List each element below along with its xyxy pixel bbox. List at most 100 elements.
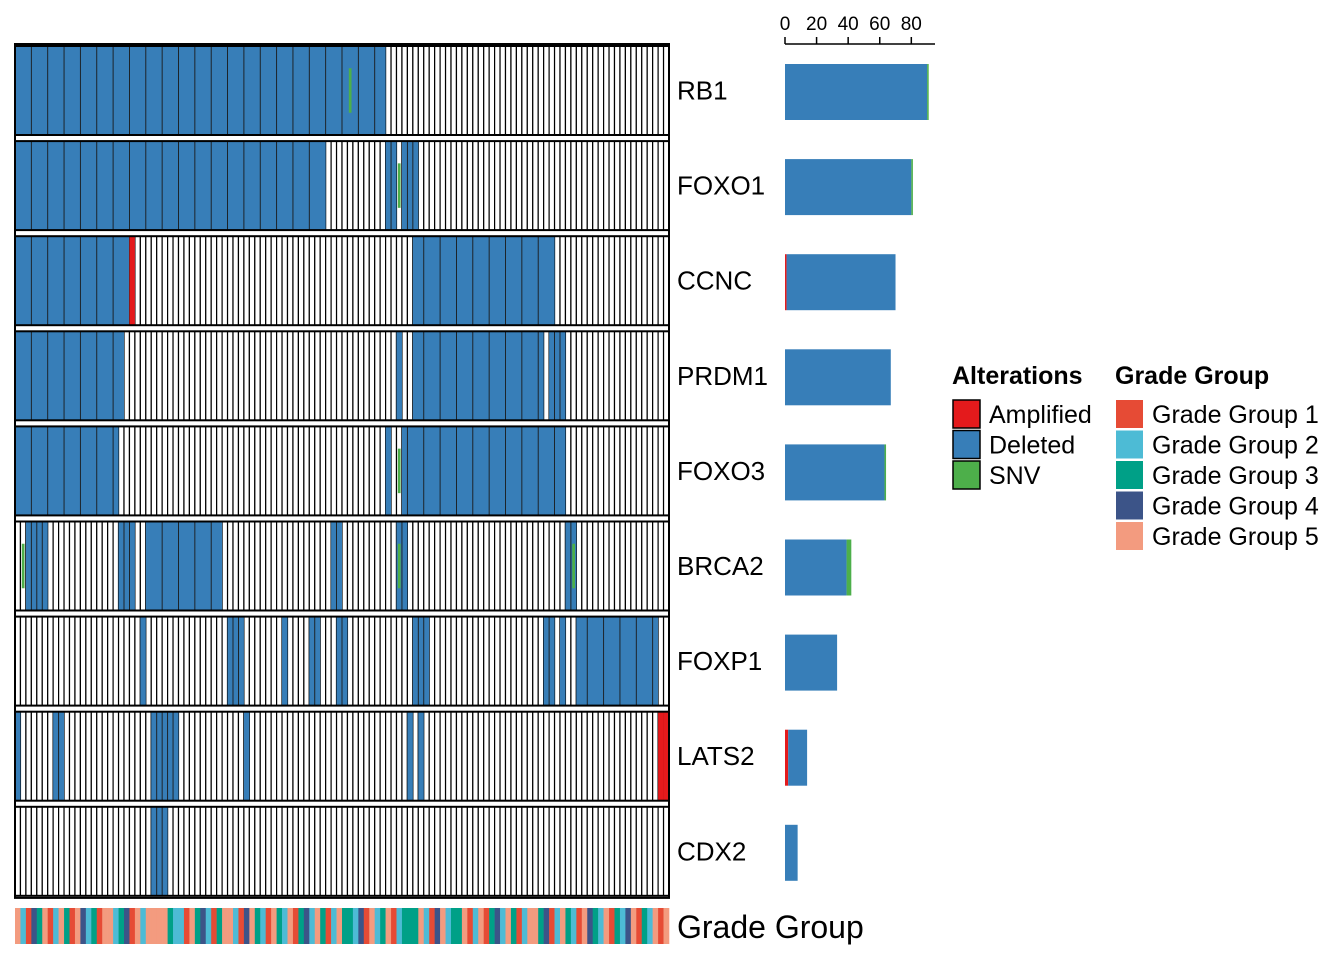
cell-foxo3-22 bbox=[134, 425, 141, 516]
grade-cell-17 bbox=[107, 908, 114, 944]
cell-foxp1-53 bbox=[303, 615, 310, 707]
grade-cell-104 bbox=[581, 908, 588, 944]
cell-cdx2-64 bbox=[363, 806, 370, 897]
cell-brca2-16 bbox=[101, 520, 109, 612]
cell-rb1-113 bbox=[630, 45, 637, 136]
cell-foxo3-27 bbox=[161, 425, 169, 516]
cell-prdm1-61 bbox=[346, 330, 354, 421]
cell-cdx2-14 bbox=[90, 806, 98, 897]
cell-cdx2-94 bbox=[526, 806, 534, 897]
oncoprint-row-prdm1 bbox=[14, 330, 670, 422]
cell-lats2-38 bbox=[221, 711, 229, 802]
grade-cell-66 bbox=[374, 908, 381, 944]
cell-brca2-95 bbox=[532, 520, 539, 612]
cell-foxo1-109 bbox=[608, 140, 616, 231]
cell-rb1-73 bbox=[412, 45, 419, 136]
cell-ccnc-71 bbox=[401, 235, 409, 326]
cell-prdm1-118 bbox=[657, 330, 665, 421]
cell-foxp1-22 bbox=[134, 615, 141, 707]
cell-lats2-18 bbox=[112, 711, 120, 802]
cell-brca2-60 bbox=[341, 520, 349, 612]
deleted-block-foxo3-1 bbox=[385, 426, 392, 516]
cell-brca2-72 bbox=[406, 520, 414, 612]
cell-lats2-52 bbox=[297, 711, 305, 802]
cell-foxo1-75 bbox=[423, 140, 430, 231]
grade-cell-84 bbox=[472, 908, 479, 944]
cell-prdm1-27 bbox=[161, 330, 169, 421]
cell-prdm1-47 bbox=[270, 330, 278, 421]
cell-ccnc-50 bbox=[286, 235, 294, 326]
grade-cell-22 bbox=[134, 908, 141, 944]
cell-prdm1-26 bbox=[156, 330, 163, 421]
grade-cell-28 bbox=[167, 908, 174, 944]
cell-rb1-110 bbox=[613, 45, 621, 136]
cell-brca2-115 bbox=[641, 520, 648, 612]
cell-cdx2-76 bbox=[428, 806, 436, 897]
grade-cell-107 bbox=[598, 908, 604, 944]
grade-cell-48 bbox=[276, 908, 283, 944]
grade-cell-35 bbox=[205, 908, 212, 944]
cell-prdm1-115 bbox=[641, 330, 648, 421]
gene-label-foxp1: FOXP1 bbox=[677, 646, 762, 676]
cell-brca2-54 bbox=[308, 520, 316, 612]
cell-foxo1-96 bbox=[537, 140, 545, 231]
cell-ccnc-48 bbox=[276, 235, 283, 326]
cell-lats2-24 bbox=[145, 711, 152, 802]
snv-mark-foxo3-70 bbox=[397, 448, 401, 494]
gene-label-cdx2: CDX2 bbox=[677, 836, 746, 866]
grade-cell-113 bbox=[630, 908, 637, 944]
cell-prdm1-36 bbox=[210, 330, 218, 421]
gene-label-foxo1: FOXO1 bbox=[677, 171, 765, 201]
cell-rb1-84 bbox=[472, 45, 479, 136]
grade-cell-37 bbox=[216, 908, 223, 944]
cell-ccnc-53 bbox=[303, 235, 310, 326]
grade-cell-76 bbox=[429, 908, 435, 944]
cell-foxo3-69 bbox=[390, 425, 398, 516]
cell-prdm1-55 bbox=[314, 330, 321, 421]
snv-mark-rb1-61 bbox=[348, 68, 352, 113]
barplot-axis: 0 20 40 60 80 bbox=[780, 14, 935, 45]
cell-lats2-84 bbox=[472, 711, 479, 802]
cell-rb1-97 bbox=[543, 45, 550, 136]
cell-cdx2-108 bbox=[602, 806, 610, 897]
cell-ccnc-104 bbox=[581, 235, 588, 326]
cell-foxp1-9 bbox=[63, 615, 71, 707]
cell-cdx2-30 bbox=[177, 806, 185, 897]
grade-cell-60 bbox=[342, 908, 348, 944]
cell-prdm1-46 bbox=[265, 330, 272, 421]
cell-prdm1-64 bbox=[363, 330, 370, 421]
cell-foxo3-114 bbox=[635, 425, 643, 516]
cell-foxo1-78 bbox=[439, 140, 447, 231]
cell-ccnc-61 bbox=[346, 235, 354, 326]
cell-foxo1-63 bbox=[357, 140, 365, 231]
cell-foxp1-14 bbox=[90, 615, 98, 707]
cell-foxo1-77 bbox=[434, 140, 441, 231]
cell-lats2-69 bbox=[390, 711, 398, 802]
cell-prdm1-111 bbox=[619, 330, 627, 421]
cell-prdm1-30 bbox=[177, 330, 185, 421]
cell-foxp1-10 bbox=[68, 615, 76, 707]
cell-ccnc-22 bbox=[134, 235, 141, 326]
cell-foxp1-87 bbox=[488, 615, 496, 707]
cell-cdx2-96 bbox=[537, 806, 545, 897]
deleted-block-prdm1-2 bbox=[412, 331, 544, 421]
cell-ccnc-44 bbox=[254, 235, 261, 326]
cell-lats2-54 bbox=[308, 711, 316, 802]
cell-lats2-67 bbox=[379, 711, 387, 802]
cell-brca2-47 bbox=[270, 520, 278, 612]
cell-cdx2-20 bbox=[123, 806, 131, 897]
cell-brca2-63 bbox=[357, 520, 365, 612]
cell-lats2-94 bbox=[526, 711, 534, 802]
cell-rb1-114 bbox=[635, 45, 643, 136]
grade-cell-109 bbox=[609, 908, 615, 944]
oncoprint-row-foxo1 bbox=[14, 140, 670, 232]
cell-foxo1-116 bbox=[646, 140, 654, 231]
cell-lats2-101 bbox=[564, 711, 572, 802]
cell-rb1-68 bbox=[385, 45, 392, 136]
cell-ccnc-54 bbox=[308, 235, 316, 326]
cell-cdx2-7 bbox=[52, 806, 60, 897]
grade-cell-116 bbox=[647, 908, 653, 944]
cell-lats2-50 bbox=[286, 711, 294, 802]
cell-foxp1-36 bbox=[210, 615, 218, 707]
cell-ccnc-68 bbox=[385, 235, 392, 326]
